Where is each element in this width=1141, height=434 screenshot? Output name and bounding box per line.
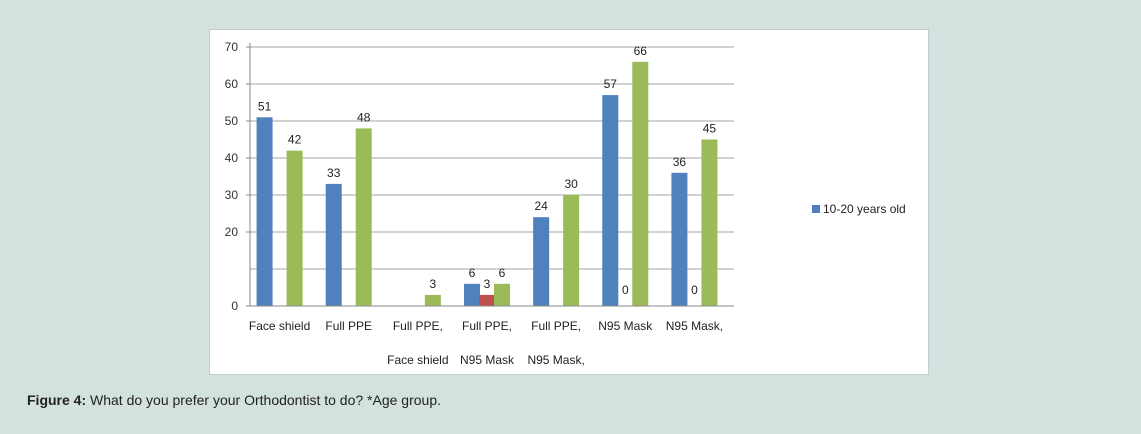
bar <box>602 95 619 306</box>
bar <box>325 183 342 306</box>
x-category-label: N95 Mask, <box>666 319 723 333</box>
x-category-label: Face shield <box>249 319 310 333</box>
legend: 10-20 years old <box>812 202 906 216</box>
bar <box>286 150 303 306</box>
data-label: 51 <box>258 99 272 113</box>
x-category-label: Face shield <box>387 353 448 367</box>
bar <box>533 217 550 306</box>
bar <box>563 195 580 306</box>
legend-swatch <box>812 205 820 213</box>
bar <box>479 294 495 306</box>
data-label: 3 <box>484 277 491 291</box>
data-label: 66 <box>634 44 648 58</box>
bar <box>632 61 649 306</box>
y-tick-label: 30 <box>225 188 239 202</box>
caption-text: What do you prefer your Orthodontist to … <box>86 392 441 408</box>
data-label: 24 <box>534 199 548 213</box>
data-label: 0 <box>622 283 629 297</box>
bar <box>494 283 510 306</box>
x-category-label: Full PPE, <box>462 319 512 333</box>
bar <box>701 139 718 306</box>
data-label: 57 <box>604 77 618 91</box>
data-label: 6 <box>469 266 476 280</box>
data-label: 6 <box>499 266 506 280</box>
data-label: 3 <box>430 277 437 291</box>
bar <box>355 128 372 306</box>
x-category-label: Full PPE <box>325 319 372 333</box>
data-label: 45 <box>703 122 717 136</box>
caption-label: Figure 4: <box>27 392 87 408</box>
bar <box>671 172 688 306</box>
data-label: 48 <box>357 110 371 124</box>
x-category-label: N95 Mask, <box>527 353 584 367</box>
chart-panel: 51 33 6 24 57 36 3 0 0 42 48 3 6 30 66 45 70 60 50 40 30 20 0… <box>209 29 929 375</box>
y-tick-label: 40 <box>225 151 239 165</box>
y-tick-label: 60 <box>225 77 239 91</box>
figure-caption: Figure 4: What do you prefer your Orthod… <box>27 392 441 408</box>
legend-label: 10-20 years old <box>823 202 906 216</box>
x-category-label: Full PPE, <box>531 319 581 333</box>
bar <box>424 294 441 306</box>
data-label: 30 <box>564 177 578 191</box>
data-label: 36 <box>673 155 687 169</box>
y-tick-label: 50 <box>225 114 239 128</box>
y-tick-label: 70 <box>225 40 239 54</box>
bar <box>256 117 273 306</box>
y-tick-label: 0 <box>231 299 238 313</box>
x-category-label: Full PPE, <box>393 319 443 333</box>
bar <box>464 283 480 306</box>
x-category-label: N95 Mask <box>598 319 653 333</box>
y-tick-label: 20 <box>225 225 239 239</box>
data-label: 0 <box>691 283 698 297</box>
x-category-label: N95 Mask <box>460 353 515 367</box>
data-label: 42 <box>288 133 302 147</box>
data-label: 33 <box>327 166 341 180</box>
